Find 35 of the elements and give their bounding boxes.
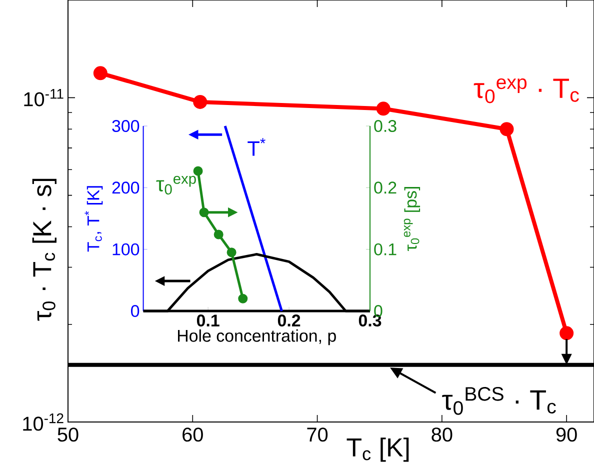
legend-label: τ$_{0}$$^{BCS}$ · T$_{c}$ xyxy=(442,386,556,415)
point xyxy=(199,208,209,218)
y-tick-label: 10$^{-11}$ xyxy=(24,89,64,106)
x-tick-label: 0.2 xyxy=(278,314,300,327)
y2-tick-label: 0 xyxy=(374,305,382,317)
x-axis-title: T$_{c}$ [K] xyxy=(346,438,409,462)
point xyxy=(214,230,224,240)
y-tick-label: 300 xyxy=(112,120,140,132)
x-tick-label: 70 xyxy=(307,428,328,442)
y-tick-label: 0 xyxy=(131,305,140,317)
point xyxy=(93,66,108,80)
point xyxy=(500,122,514,136)
x-tick-label: 90 xyxy=(556,428,577,442)
point xyxy=(376,102,390,116)
x-tick-label: 0.3 xyxy=(358,314,382,327)
y-axis-title: τ$_{0}$ · T$_{c}$ [K · s] xyxy=(32,178,56,321)
y2-axis-title: τ$_{0}$$^{exp}$ [ps] xyxy=(404,187,420,251)
x-tick-label: 0.1 xyxy=(196,314,220,327)
x-axis-title: Hole concentration, p xyxy=(178,329,336,346)
point xyxy=(226,248,236,258)
y-axis-title: T$_{c}$, T$^{*}$ [K] xyxy=(84,186,103,252)
point xyxy=(193,94,208,109)
y2-tick-label: 0.2 xyxy=(374,182,396,194)
point xyxy=(193,166,203,176)
legend-label: T$^{*}$ xyxy=(248,138,266,156)
point xyxy=(560,326,574,340)
series-label: τ$_{0}$$^{exp}$ · T$_{c}$ xyxy=(474,78,579,104)
y2-tick-label: 0.3 xyxy=(374,120,396,132)
y-tick-label: 200 xyxy=(112,182,140,194)
x-tick-label: 60 xyxy=(182,428,203,442)
y-tick-label: 100 xyxy=(112,243,140,256)
series-label: τ$_{0}$exp xyxy=(156,176,196,195)
x-tick-label: 80 xyxy=(432,428,452,442)
point xyxy=(238,294,248,304)
y2-tick-label: 0.1 xyxy=(374,243,396,256)
